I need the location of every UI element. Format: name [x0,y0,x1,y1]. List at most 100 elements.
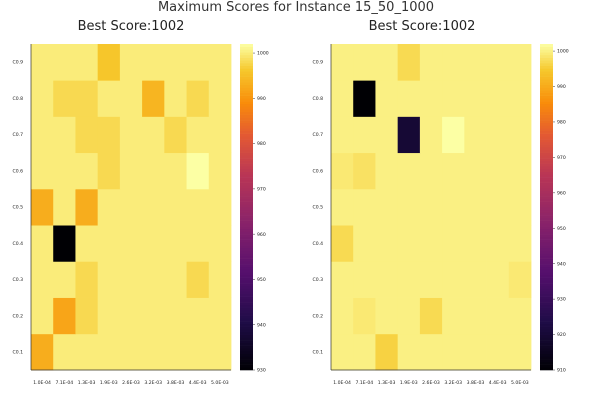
x-tick-label: 1.9E-03 [400,380,418,386]
colorbar-segment [240,79,253,83]
y-tick-label: C0.2 [312,313,323,319]
colorbar-segment [540,310,553,314]
colorbar-segment [540,367,553,371]
colorbar-segment [540,128,553,132]
colorbar-segment [240,63,253,67]
heatmap-cell [119,261,143,298]
colorbar-segment [540,90,553,94]
heatmap-cell [508,80,532,117]
heatmap-cell [97,297,121,335]
colorbar-tick-label: 910 [557,368,566,374]
heatmap-cell [31,261,54,298]
heatmap-left: Best Score:1002 1.0E-04 7.1E-04 1.3E-03 1.9… [12,19,268,386]
x-tick-label: 5.0E-03 [511,380,529,386]
colorbar-segment [540,171,553,175]
colorbar-segment [540,92,553,96]
y-tick-label: C0.7 [312,132,323,138]
heatmap-cell [119,297,143,335]
colorbar-segment [240,160,253,164]
colorbar-segment [240,103,253,107]
y-tick-label: C0.8 [312,96,323,102]
colorbar-segment [540,272,553,276]
colorbar-segment [540,209,553,213]
colorbar-segment [240,68,253,72]
colorbar-segment [540,68,553,72]
colorbar-segment [240,144,253,148]
colorbar-segment [540,133,553,137]
colorbar-segment [540,168,553,172]
heatmap-cell [186,152,210,190]
colorbar-segment [540,283,553,287]
heatmap-cell [419,297,443,335]
colorbar-segment [240,101,253,105]
colorbar-segment [240,291,253,295]
heatmap-cell [119,225,143,262]
colorbar-segment [540,84,553,88]
heatmap-cell [486,225,510,262]
colorbar-segment [240,193,253,197]
heatmap-cell [53,80,76,117]
colorbar-segment [540,65,553,69]
colorbar-segment [240,304,253,308]
heatmap-cell [397,297,421,335]
heatmap-cell [164,333,187,371]
colorbar-segment [540,261,553,265]
heatmap-cell [464,80,487,117]
colorbar-segment [240,367,253,371]
heatmap-cell [353,261,376,298]
colorbar-segment [240,155,253,159]
colorbar-segment [540,359,553,363]
colorbar-segment [240,125,253,129]
colorbar-segment [540,73,553,77]
colorbar-segment [540,269,553,273]
y-tick-label: C0.9 [12,60,23,66]
colorbar-segment [540,120,553,124]
colorbar-segment [540,207,553,211]
colorbar-segment [540,144,553,148]
heatmap-cell [186,333,210,371]
colorbar-segment [540,274,553,278]
heatmap-right-title: Best Score:1002 [369,19,476,34]
x-tick-label: 1.3E-03 [378,380,396,386]
colorbar-segment [240,217,253,221]
colorbar-segment [540,239,553,243]
colorbar-segment [240,361,253,365]
colorbar-segment [240,293,253,297]
heatmap-cell [186,116,210,154]
heatmap-cell [419,44,443,81]
colorbar-segment [240,179,253,183]
colorbar-segment [540,315,553,319]
y-tick-label: C0.1 [12,349,23,355]
heatmap-cell [331,333,354,371]
heatmap-cell [419,116,443,154]
heatmap-cell [397,188,421,226]
colorbar-tick-label: 960 [257,232,266,238]
heatmap-left-x-ticks: 1.0E-04 7.1E-04 1.3E-03 1.9E-03 2.6E-03 3.2E-… [33,380,229,386]
colorbar-segment [240,46,253,50]
colorbar-segment [540,329,553,333]
colorbar-segment [540,321,553,325]
colorbar-segment [240,204,253,208]
heatmap-cell [508,225,532,262]
colorbar-segment [240,269,253,273]
colorbar-segment [240,337,253,341]
colorbar-segment [240,130,253,134]
x-tick-label: 3.8E-03 [467,380,485,386]
colorbar-tick-label: 980 [557,120,566,126]
colorbar-segment [240,147,253,151]
colorbar-segment [240,315,253,319]
heatmap-cell [119,116,143,154]
heatmap-cell [419,80,443,117]
colorbar-segment [240,207,253,211]
colorbar-segment [540,226,553,230]
colorbar-segment [240,323,253,327]
colorbar-segment [240,353,253,357]
heatmap-cell [464,44,487,81]
heatmap-cell [464,188,487,226]
colorbar-segment [240,139,253,143]
colorbar-segment [240,331,253,335]
colorbar-segment [540,158,553,162]
colorbar-segment [240,171,253,175]
colorbar-tick-label: 970 [557,155,566,161]
heatmap-cell [353,333,376,371]
